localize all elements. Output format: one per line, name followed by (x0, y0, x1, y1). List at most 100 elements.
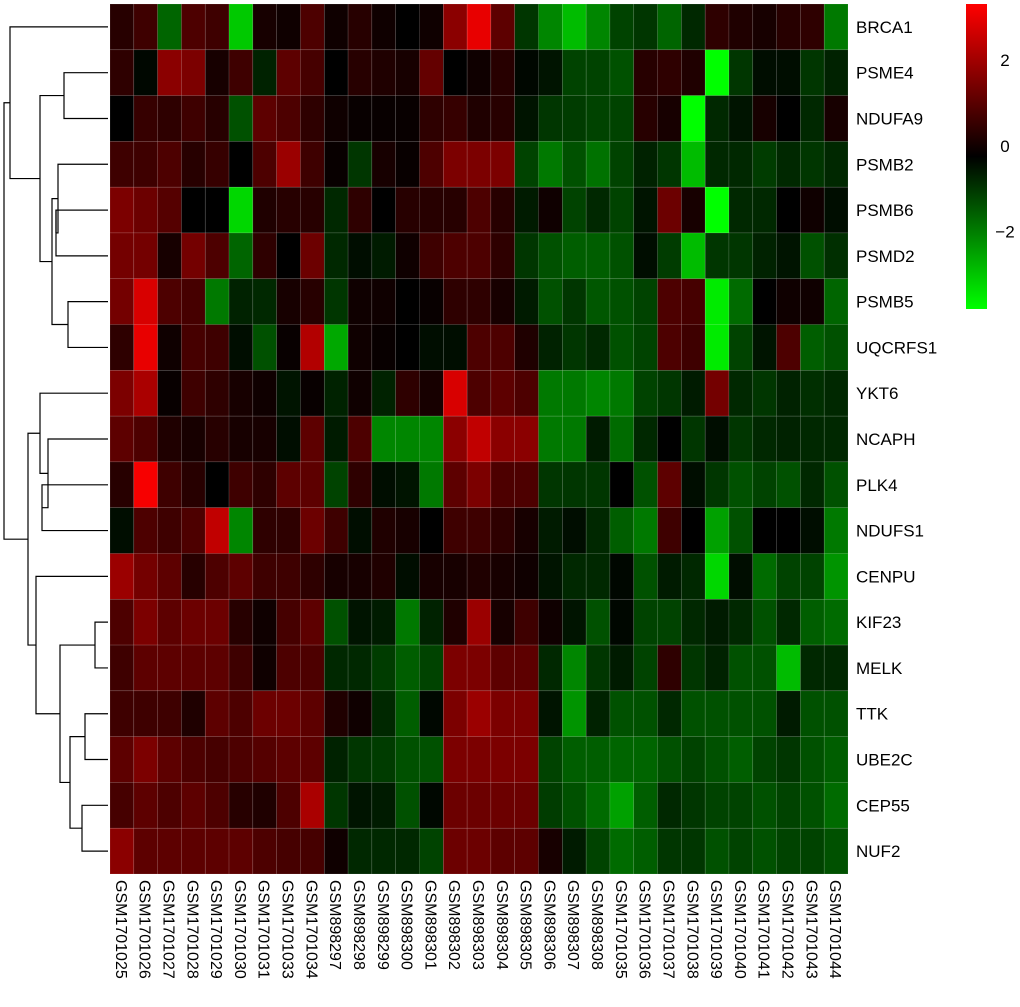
heatmap-cell (466, 782, 492, 829)
heatmap-cell (371, 3, 396, 51)
heatmap-cell (466, 232, 492, 280)
heatmap-cell (181, 49, 206, 96)
heatmap-cell (323, 690, 349, 737)
column-label: GSM1701037 (660, 880, 677, 979)
heatmap-cell (228, 690, 254, 737)
heatmap-cell (681, 507, 706, 554)
heatmap-cell (585, 415, 611, 463)
heatmap-cell (347, 782, 373, 829)
heatmap-cell (538, 232, 563, 280)
heatmap-cell (823, 782, 849, 829)
heatmap-cell (562, 95, 587, 142)
heatmap-cell (157, 736, 182, 783)
heatmap-cell (609, 598, 635, 646)
heatmap-cell (800, 141, 825, 188)
heatmap-cell (800, 461, 825, 508)
row-label: CENPU (856, 567, 916, 586)
heatmap-cell (276, 95, 301, 142)
row-label: BRCA1 (856, 18, 913, 37)
heatmap-cell (538, 415, 563, 463)
heatmap-cell (395, 644, 420, 692)
heatmap-cell (562, 324, 587, 371)
column-label: GSM898304 (493, 880, 510, 970)
heatmap-cell (562, 232, 587, 280)
heatmap-cell (823, 736, 849, 783)
heatmap-cell (585, 736, 611, 783)
heatmap-cell (681, 827, 706, 875)
heatmap-cell (728, 49, 754, 96)
dendrogram-branch (67, 301, 108, 349)
heatmap-cell (228, 278, 254, 325)
row-label: PSMB2 (856, 155, 914, 174)
heatmap-cell (514, 3, 539, 51)
heatmap-cell (514, 644, 539, 692)
heatmap-cell (657, 49, 682, 96)
color-legend-ticks: 2 0 −2 (995, 51, 1014, 242)
dendrogram-branch (69, 736, 85, 829)
column-label: GSM1701025 (112, 880, 129, 979)
heatmap-cell (419, 598, 444, 646)
column-label: GSM898303 (469, 880, 486, 970)
heatmap-cell (490, 278, 516, 325)
heatmap-cell (181, 598, 206, 646)
heatmap-cell (704, 3, 730, 51)
heatmap-cell (728, 141, 754, 188)
heatmap-cell (823, 324, 849, 371)
heatmap-cell (371, 507, 396, 554)
heatmap-cell (752, 782, 777, 829)
heatmap-cell (609, 49, 635, 96)
heatmap-cell (490, 644, 516, 692)
heatmap-cell (776, 782, 801, 829)
heatmap-cell (228, 95, 254, 142)
heatmap-cell (109, 95, 135, 142)
heatmap-cell (204, 690, 230, 737)
heatmap-cell (157, 232, 182, 280)
heatmap-cell (109, 827, 135, 875)
heatmap-cell (728, 370, 754, 417)
heatmap-cell (823, 415, 849, 463)
heatmap-cell (752, 507, 777, 554)
heatmap-cells (109, 3, 849, 875)
heatmap-cell (157, 827, 182, 875)
heatmap-cell (633, 782, 658, 829)
heatmap-cell (157, 461, 182, 508)
heatmap-cell (728, 415, 754, 463)
heatmap-cell (728, 186, 754, 234)
heatmap-cell (276, 690, 301, 737)
heatmap-cell (776, 3, 801, 51)
heatmap-cell (704, 370, 730, 417)
color-legend-tick-label: 0 (1000, 137, 1009, 156)
heatmap-cell (300, 3, 325, 51)
heatmap-cell (776, 690, 801, 737)
heatmap-cell (514, 690, 539, 737)
heatmap-cell (633, 644, 658, 692)
heatmap-cell (109, 324, 135, 371)
dendrogram-branch (55, 209, 108, 257)
heatmap-cell (538, 461, 563, 508)
heatmap-cell (657, 827, 682, 875)
heatmap-cell (562, 370, 587, 417)
heatmap-cell (109, 232, 135, 280)
heatmap-cell (585, 278, 611, 325)
heatmap-cell (466, 95, 492, 142)
heatmap-cell (109, 3, 135, 51)
column-label: GSM898302 (445, 880, 462, 970)
heatmap-cell (442, 644, 468, 692)
heatmap-cell (585, 370, 611, 417)
heatmap-cell (681, 3, 706, 51)
heatmap-cell (609, 232, 635, 280)
column-label: GSM1701030 (231, 880, 248, 979)
heatmap-cell (419, 461, 444, 508)
heatmap-cell (371, 232, 396, 280)
heatmap-cell (109, 507, 135, 554)
heatmap-cell (800, 49, 825, 96)
heatmap-cell (347, 324, 373, 371)
heatmap-cell (538, 690, 563, 737)
heatmap-cell (800, 827, 825, 875)
heatmap-cell (347, 49, 373, 96)
dendrogram-branch (84, 713, 108, 761)
heatmap-cell (800, 95, 825, 142)
heatmap-cell (300, 415, 325, 463)
heatmap-cell (181, 415, 206, 463)
heatmap-cell (823, 49, 849, 96)
